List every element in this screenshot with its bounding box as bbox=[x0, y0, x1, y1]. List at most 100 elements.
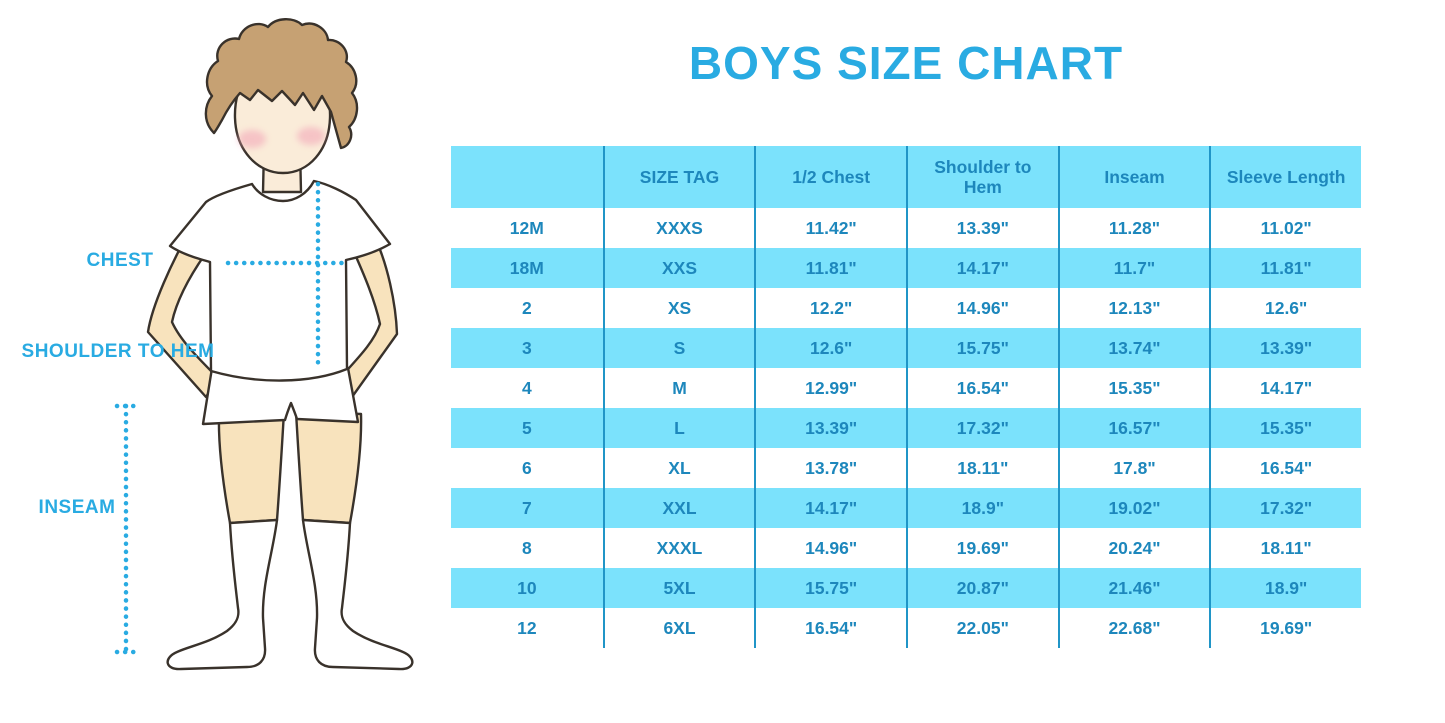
table-row: 5 L 13.39" 17.32" 16.57" 15.35" bbox=[451, 408, 1361, 448]
cell-sleeve-length: 19.69" bbox=[1209, 608, 1361, 648]
cell-shoulder-to-hem: 17.32" bbox=[906, 408, 1058, 448]
cell-half-chest: 14.17" bbox=[754, 488, 906, 528]
cell-size: 7 bbox=[521, 497, 532, 518]
cell-sleeve-length: 16.54" bbox=[1209, 448, 1361, 488]
cell-shoulder-to-hem: 13.39" bbox=[906, 208, 1058, 248]
cell-size-tag: XXXL bbox=[602, 528, 755, 568]
cell-inseam: 21.46" bbox=[1057, 568, 1210, 608]
cell-shoulder-to-hem: 20.87" bbox=[906, 568, 1058, 608]
boy-blush-left bbox=[238, 130, 266, 148]
table-row: 18M XXS 11.81" 14.17" 11.7" 11.81" bbox=[451, 248, 1361, 288]
boy-tshirt bbox=[168, 179, 392, 382]
table-row: 7 XXL 14.17" 18.9" 19.02" 17.32" bbox=[451, 488, 1361, 528]
cell-size-tag: XXS bbox=[602, 248, 755, 288]
cell-inseam: 11.28" bbox=[1057, 208, 1210, 248]
header-cell-size-tag: SIZE TAG bbox=[602, 146, 755, 208]
cell-half-chest: 16.54" bbox=[754, 608, 906, 648]
cell-half-chest: 13.39" bbox=[754, 408, 906, 448]
cell-size-tag: XS bbox=[602, 288, 755, 328]
boy-right-sock bbox=[301, 518, 414, 671]
boy-right-arm bbox=[338, 230, 399, 399]
size-table-header-row: SIZE TAG 1/2 Chest Shoulder to Hem Insea… bbox=[451, 146, 1361, 208]
cell-half-chest: 11.42" bbox=[754, 208, 906, 248]
table-row: 3 S 12.6" 15.75" 13.74" 13.39" bbox=[451, 328, 1361, 368]
size-table-body: 12M XXXS 11.42" 13.39" 11.28" 11.02" 18M… bbox=[451, 208, 1361, 648]
boy-illustration-icon bbox=[114, 18, 414, 671]
header-cell-inseam: Inseam bbox=[1057, 146, 1210, 208]
cell-half-chest: 14.96" bbox=[754, 528, 906, 568]
cell-half-chest: 12.6" bbox=[754, 328, 906, 368]
cell-size: 12M bbox=[509, 217, 544, 238]
page-title: BOYS SIZE CHART bbox=[688, 37, 1124, 89]
cell-shoulder-to-hem: 15.75" bbox=[906, 328, 1058, 368]
boy-right-thigh bbox=[294, 410, 363, 525]
cell-size: 18M bbox=[509, 257, 544, 278]
cell-inseam: 16.57" bbox=[1057, 408, 1210, 448]
table-row: 8 XXXL 14.96" 19.69" 20.24" 18.11" bbox=[451, 528, 1361, 568]
cell-size-tag: L bbox=[602, 408, 755, 448]
cell-half-chest: 12.2" bbox=[754, 288, 906, 328]
cell-size-tag: 5XL bbox=[602, 568, 755, 608]
cell-shoulder-to-hem: 22.05" bbox=[906, 608, 1058, 648]
header-cell-shoulder-to-hem: Shoulder to Hem bbox=[906, 146, 1058, 208]
header-cell-half-chest: 1/2 Chest bbox=[754, 146, 906, 208]
boy-left-thigh bbox=[217, 410, 286, 525]
boy-hair bbox=[204, 18, 359, 150]
cell-shoulder-to-hem: 18.9" bbox=[906, 488, 1058, 528]
cell-inseam: 13.74" bbox=[1057, 328, 1210, 368]
cell-size: 2 bbox=[521, 297, 532, 318]
cell-sleeve-length: 14.17" bbox=[1209, 368, 1361, 408]
cell-size-tag: XL bbox=[602, 448, 755, 488]
cell-half-chest: 13.78" bbox=[754, 448, 906, 488]
table-row: 12 6XL 16.54" 22.05" 22.68" 19.69" bbox=[451, 608, 1361, 648]
shoulder-to-hem-label: SHOULDER TO HEM bbox=[21, 341, 215, 362]
cell-sleeve-length: 13.39" bbox=[1209, 328, 1361, 368]
cell-half-chest: 15.75" bbox=[754, 568, 906, 608]
cell-inseam: 12.13" bbox=[1057, 288, 1210, 328]
cell-size: 3 bbox=[521, 337, 532, 358]
table-row: 12M XXXS 11.42" 13.39" 11.28" 11.02" bbox=[451, 208, 1361, 248]
cell-size-tag: 6XL bbox=[602, 608, 755, 648]
cell-size-tag: XXXS bbox=[602, 208, 755, 248]
cell-size: 12 bbox=[517, 617, 537, 638]
cell-inseam: 17.8" bbox=[1057, 448, 1210, 488]
cell-size: 5 bbox=[521, 417, 532, 438]
table-row: 4 M 12.99" 16.54" 15.35" 14.17" bbox=[451, 368, 1361, 408]
boy-blush-right bbox=[297, 127, 325, 145]
table-row: 10 5XL 15.75" 20.87" 21.46" 18.9" bbox=[451, 568, 1361, 608]
cell-shoulder-to-hem: 14.96" bbox=[906, 288, 1058, 328]
cell-shoulder-to-hem: 14.17" bbox=[906, 248, 1058, 288]
cell-sleeve-length: 18.11" bbox=[1209, 528, 1361, 568]
cell-inseam: 19.02" bbox=[1057, 488, 1210, 528]
cell-shoulder-to-hem: 16.54" bbox=[906, 368, 1058, 408]
cell-size: 4 bbox=[521, 377, 532, 398]
cell-sleeve-length: 11.81" bbox=[1209, 248, 1361, 288]
cell-sleeve-length: 12.6" bbox=[1209, 288, 1361, 328]
measurement-figure-area: CHEST SHOULDER TO HEM INSEAM bbox=[0, 0, 450, 723]
cell-inseam: 20.24" bbox=[1057, 528, 1210, 568]
cell-size: 10 bbox=[517, 577, 537, 598]
table-row: 2 XS 12.2" 14.96" 12.13" 12.6" bbox=[451, 288, 1361, 328]
table-row: 6 XL 13.78" 18.11" 17.8" 16.54" bbox=[451, 448, 1361, 488]
cell-shoulder-to-hem: 18.11" bbox=[906, 448, 1058, 488]
cell-inseam: 11.7" bbox=[1057, 248, 1210, 288]
cell-shoulder-to-hem: 19.69" bbox=[906, 528, 1058, 568]
cell-half-chest: 11.81" bbox=[754, 248, 906, 288]
inseam-label: INSEAM bbox=[38, 497, 116, 518]
cell-sleeve-length: 11.02" bbox=[1209, 208, 1361, 248]
header-cell-size bbox=[451, 146, 603, 208]
size-table: SIZE TAG 1/2 Chest Shoulder to Hem Insea… bbox=[451, 146, 1361, 648]
header-cell-sleeve-length: Sleeve Length bbox=[1209, 146, 1361, 208]
cell-inseam: 15.35" bbox=[1057, 368, 1210, 408]
cell-inseam: 22.68" bbox=[1057, 608, 1210, 648]
cell-sleeve-length: 17.32" bbox=[1209, 488, 1361, 528]
cell-size-tag: M bbox=[602, 368, 755, 408]
boy-left-sock bbox=[166, 518, 279, 671]
cell-half-chest: 12.99" bbox=[754, 368, 906, 408]
cell-size: 8 bbox=[521, 537, 532, 558]
cell-sleeve-length: 18.9" bbox=[1209, 568, 1361, 608]
cell-size-tag: XXL bbox=[602, 488, 755, 528]
cell-size-tag: S bbox=[602, 328, 755, 368]
chest-label: CHEST bbox=[86, 250, 154, 271]
